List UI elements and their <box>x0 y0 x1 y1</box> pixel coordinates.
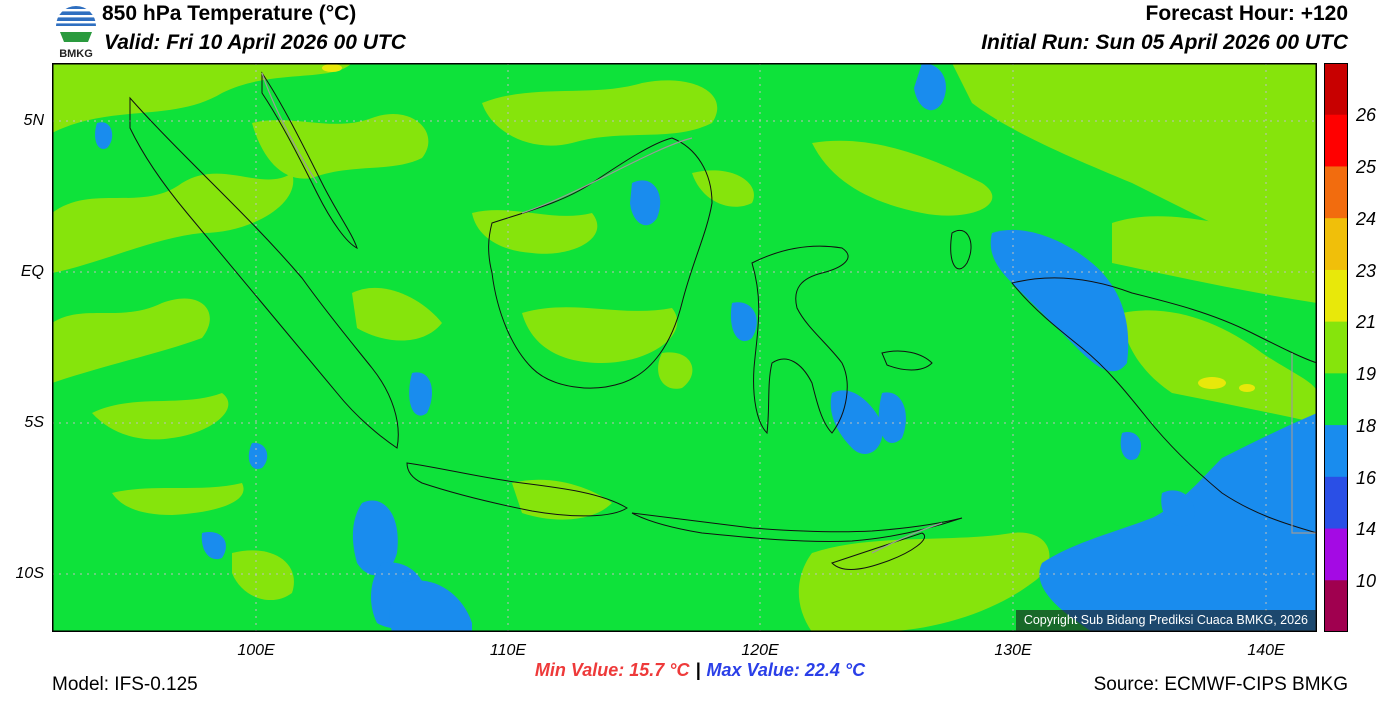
colorbar-label-24: 24 <box>1356 209 1377 229</box>
colorbar-label-14: 14 <box>1356 519 1377 539</box>
initial-run: Initial Run: Sun 05 April 2026 00 UTC <box>981 31 1348 54</box>
colorbar-segment <box>1324 528 1348 581</box>
copyright-label: Copyright Sub Bidang Prediksi Cuaca BMKG… <box>1015 610 1316 631</box>
colorbar-segment <box>1324 476 1348 530</box>
hot-spots <box>322 64 1255 392</box>
graticule <box>52 63 1317 632</box>
coastlines <box>129 71 1317 570</box>
lon-label-110e: 110E <box>489 642 527 659</box>
chart-title: 850 hPa Temperature (°C) <box>102 2 357 25</box>
colorbar-label-10: 10 <box>1356 571 1377 591</box>
cool-regions <box>95 63 1317 632</box>
colorbar-segment <box>1324 580 1348 633</box>
lon-label-120e: 120E <box>741 642 779 659</box>
colorbar-segment <box>1324 321 1348 374</box>
colorbar-frame <box>1324 63 1348 632</box>
valid-time: Valid: Fri 10 April 2026 00 UTC <box>104 31 406 54</box>
map-frame <box>52 63 1317 632</box>
colorbar-label-19: 19 <box>1356 364 1377 384</box>
max-value: Max Value: 22.4 °C <box>706 660 866 680</box>
lat-label-5n: 5N <box>23 112 44 129</box>
lon-label-100e: 100E <box>237 642 275 659</box>
min-max-separator: | <box>695 660 701 680</box>
colorbar-segment <box>1324 373 1348 426</box>
colorbar-label-25: 25 <box>1356 157 1377 177</box>
colorbar-label-18: 18 <box>1356 416 1377 436</box>
map-svg <box>52 63 1317 632</box>
lat-label-eq: EQ <box>20 263 44 280</box>
bmkg-logo: BMKG <box>52 0 100 60</box>
colorbar-segment <box>1324 218 1348 271</box>
logo-text: BMKG <box>59 48 93 60</box>
min-value: Min Value: 15.7 °C <box>534 660 690 680</box>
colorbar-label-16: 16 <box>1356 468 1377 488</box>
colorbar-segment <box>1324 425 1348 478</box>
colorbar-segment <box>1324 63 1348 116</box>
min-max-line: Min Value: 15.7 °C | Max Value: 22.4 °C <box>0 660 1400 681</box>
lat-label-10s: 10S <box>15 565 44 582</box>
colorbar-svg <box>1324 63 1348 633</box>
colorbar-label-21: 21 <box>1356 312 1377 332</box>
lon-label-140e: 140E <box>1247 642 1285 659</box>
colorbar-label-23: 23 <box>1356 261 1377 281</box>
colorbar-label-26: 26 <box>1356 105 1377 125</box>
warm-bands <box>52 63 1317 632</box>
source-label: Source: ECMWF-CIPS BMKG <box>1093 674 1348 695</box>
forecast-hour: Forecast Hour: +120 <box>1145 2 1349 25</box>
colorbar-segment <box>1324 269 1348 323</box>
lon-label-130e: 130E <box>994 642 1032 659</box>
model-label: Model: IFS-0.125 <box>52 674 198 695</box>
colorbar <box>1324 63 1348 633</box>
temperature-map <box>52 63 1317 632</box>
colorbar-segment <box>1324 166 1348 219</box>
borders <box>261 72 1317 554</box>
colorbar-segment <box>1324 114 1348 167</box>
lat-label-5s: 5S <box>24 414 44 431</box>
